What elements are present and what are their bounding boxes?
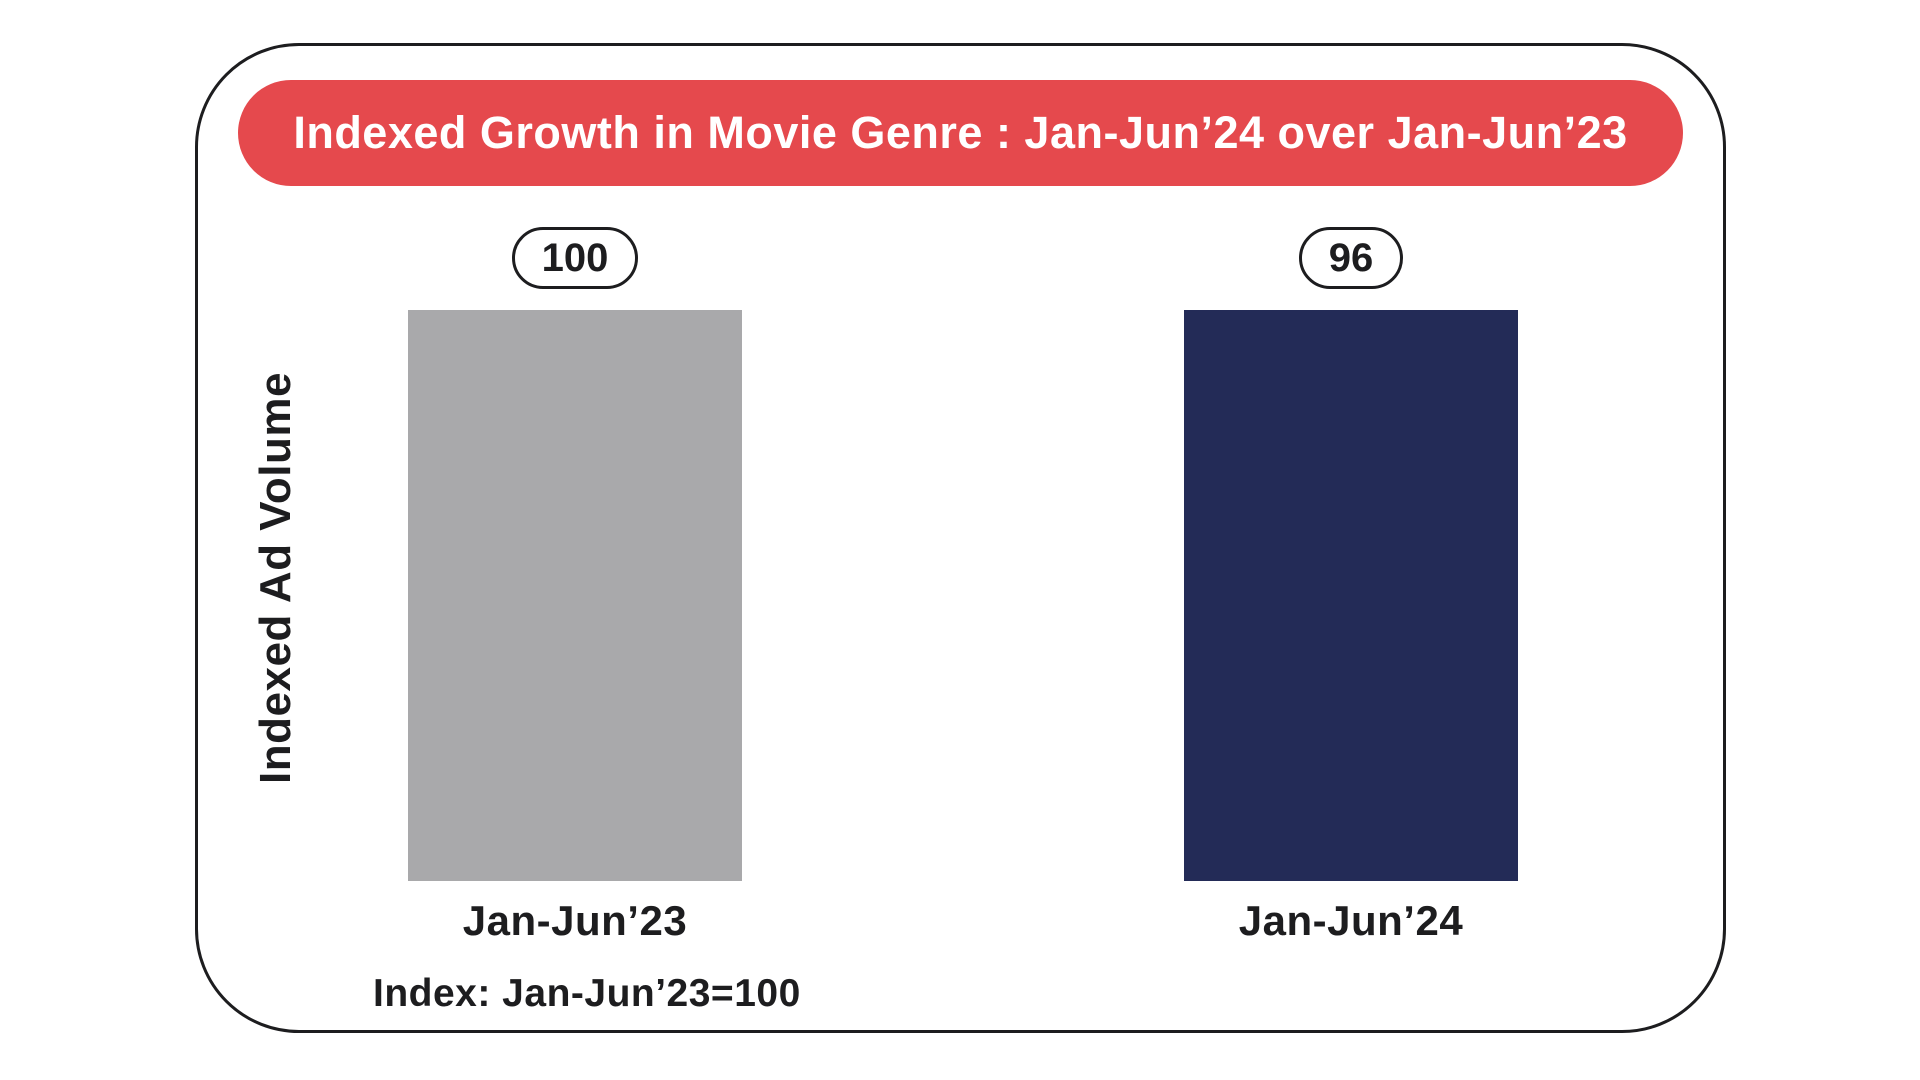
bar — [408, 310, 742, 881]
y-axis-label: Indexed Ad Volume — [251, 372, 300, 784]
x-axis-label: Jan-Jun’24 — [1238, 897, 1464, 944]
bar-group-jan-jun-23: 100 Jan-Jun’23 — [375, 227, 775, 945]
bar-group-jan-jun-24: 96 Jan-Jun’24 — [1151, 227, 1551, 945]
bar — [1184, 310, 1518, 881]
x-axis-label: Jan-Jun’23 — [462, 897, 688, 944]
chart-card: Indexed Growth in Movie Genre : Jan-Jun’… — [195, 43, 1726, 1033]
value-badge: 100 — [511, 227, 639, 289]
chart-title-banner: Indexed Growth in Movie Genre : Jan-Jun’… — [238, 80, 1683, 186]
index-footnote: Index: Jan-Jun’23=100 — [373, 972, 801, 1015]
value-badge: 96 — [1298, 227, 1404, 289]
